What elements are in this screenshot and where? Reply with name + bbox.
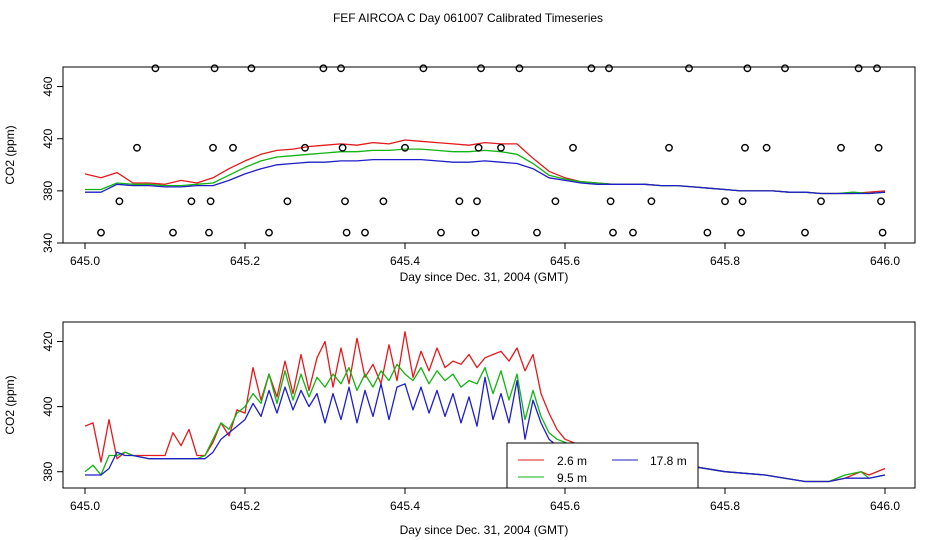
calibration-marker [151, 64, 160, 73]
calibration-marker [515, 64, 524, 73]
calibration-marker [206, 197, 215, 206]
calibration-marker [762, 143, 771, 152]
bottom-y-tick-label: 400 [41, 396, 55, 416]
calibration-marker [741, 143, 749, 152]
top-x-tick-label: 645.2 [230, 254, 260, 268]
calibration-marker [703, 228, 712, 237]
calibration-marker [229, 143, 237, 152]
top-y-tick-label: 420 [41, 128, 55, 148]
calibration-marker [301, 143, 309, 152]
calibration-marker [569, 143, 577, 152]
calibration-marker [551, 197, 560, 206]
calibration-marker [497, 143, 505, 152]
calibration-marker [533, 228, 541, 237]
calibration-marker [133, 143, 141, 152]
top-y-tick-label: 380 [41, 181, 55, 201]
bottom-x-tick-label: 645.6 [550, 499, 580, 513]
top-x-axis-label: Day since Dec. 31, 2004 (GMT) [400, 270, 569, 284]
calibration-marker [605, 64, 613, 73]
calibration-marker [437, 228, 445, 237]
bottom-panel: 645.0 645.2 645.4 645.6 645.8 646.0 380 400 420… [3, 321, 916, 537]
calibration-marker [874, 143, 883, 152]
calibration-marker [474, 143, 483, 152]
top-x-tick-label: 645.4 [390, 254, 420, 268]
bottom-y-axis-label: CO2 (ppm) [3, 375, 17, 434]
legend-label-9-5m: 9.5 m [557, 471, 587, 485]
calibration-marker [878, 228, 887, 237]
bottom-series-9-5-m-line [84, 363, 886, 483]
calibration-marker [187, 197, 196, 206]
calibration-marker [837, 143, 845, 152]
top-panel: 645.0 645.2 645.4 645.6 645.8 646.0 340 380 420… [3, 64, 916, 284]
calibration-marker [685, 64, 693, 73]
calibration-marker [205, 228, 213, 237]
calibration-marker [737, 228, 745, 237]
calibration-marker [379, 197, 388, 206]
calibration-marker [97, 228, 105, 237]
calibration-marker [341, 197, 349, 206]
calibration-marker [455, 197, 464, 206]
calibration-marker [337, 64, 345, 73]
calibration-marker [209, 143, 217, 152]
calibration-marker [854, 64, 863, 73]
calibration-marker [738, 197, 747, 206]
legend-label-2-6m: 2.6 m [557, 454, 587, 468]
calibration-marker [801, 228, 809, 237]
calibration-marker [401, 143, 409, 152]
calibration-marker [877, 197, 885, 206]
bottom-x-tick-label: 645.2 [230, 499, 260, 513]
bottom-x-tick-label: 645.0 [70, 499, 100, 513]
calibration-marker [743, 64, 752, 73]
top-series-17-8-m-line [85, 158, 886, 195]
top-x-tick-label: 645.8 [710, 254, 740, 268]
calibration-marker [471, 228, 480, 237]
bottom-y-tick-label: 420 [41, 331, 55, 351]
bottom-x-tick-label: 646.0 [870, 499, 900, 513]
calibration-marker [665, 143, 673, 152]
calibration-marker [338, 143, 347, 152]
calibration-marker [115, 197, 124, 206]
top-y-axis-label: CO2 (ppm) [3, 125, 17, 184]
calibration-marker [342, 228, 351, 237]
calibration-marker [609, 228, 617, 237]
calibration-marker [247, 64, 256, 73]
page-title: FEF AIRCOA C Day 061007 Calibrated Times… [333, 11, 603, 25]
calibration-marker [629, 228, 637, 237]
bottom-x-tick-label: 645.8 [710, 499, 740, 513]
calibration-marker [169, 228, 177, 237]
calibration-marker [319, 64, 328, 73]
top-x-tick-label: 645.0 [70, 254, 100, 268]
calibration-marker [781, 64, 789, 73]
legend-box [506, 442, 699, 489]
calibration-marker [477, 64, 485, 73]
calibration-marker [210, 64, 219, 73]
calibration-marker [283, 197, 292, 206]
calibration-marker [817, 197, 825, 206]
calibration-marker [265, 228, 273, 237]
calibration-marker [419, 64, 428, 73]
calibration-marker [721, 197, 729, 206]
top-plot-frame [62, 66, 916, 244]
calibration-marker [606, 197, 615, 206]
calibration-marker [473, 197, 481, 206]
bottom-series-17-8-m-line [85, 376, 886, 483]
legend: 2.6 m 9.5 m 17.8 m [506, 442, 699, 489]
calibration-marker [873, 64, 881, 73]
top-y-tick-label: 460 [41, 76, 55, 96]
top-x-tick-label: 645.6 [550, 254, 580, 268]
top-y-tick-label: 340 [41, 233, 55, 253]
bottom-plot-frame [62, 321, 916, 489]
bottom-y-tick-label: 380 [41, 461, 55, 481]
legend-label-17-8m: 17.8 m [650, 454, 687, 468]
calibration-marker [361, 228, 369, 237]
bottom-x-axis-label: Day since Dec. 31, 2004 (GMT) [400, 523, 569, 537]
top-series-9-5-m-line [85, 148, 886, 195]
calibration-marker [647, 197, 656, 206]
bottom-x-tick-label: 645.4 [390, 499, 420, 513]
top-x-tick-label: 646.0 [870, 254, 900, 268]
calibration-marker [587, 64, 596, 73]
